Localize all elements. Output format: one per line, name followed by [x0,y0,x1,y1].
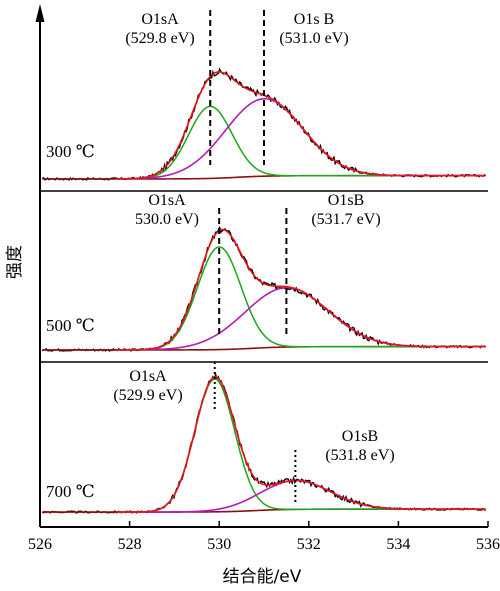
x-ticks: 526 528 530 532 534 536 [28,521,500,553]
fit-curve-1 [116,228,486,351]
peak-b-curve-0 [116,97,486,180]
fit-curve-0 [116,71,486,180]
peak-b-curve-2 [116,479,486,513]
peak-b-energy-500C: (531.7 eV) [311,211,380,228]
x-tick-label-528: 528 [118,536,142,553]
panel-700C [41,362,486,514]
peak-a-name-300C: O1sA [141,11,179,28]
x-tick-label-526: 526 [28,536,52,553]
peak-b-name-300C: O1s B [294,11,334,28]
panel-300C [42,10,487,181]
peak-b-name-700C: O1sB [342,428,378,445]
peak-a-name-500C: O1sA [148,192,186,209]
peak-a-curve-0 [116,105,486,180]
experimental-curve-1 [41,225,487,352]
peak-a-energy-700C: (529.9 eV) [113,387,182,404]
peak-b-energy-700C: (531.8 eV) [325,447,394,464]
panel-label-300C: 300 ℃ [46,142,95,161]
peak-b-name-500C: O1sB [328,192,364,209]
peak-a-curve-1 [116,246,486,351]
x-tick-label-532: 532 [297,536,321,553]
y-axis-label: 强度 [5,245,25,279]
experimental-curve-2 [41,372,486,514]
x-tick-label-534: 534 [386,536,410,553]
peak-b-energy-300C: (531.0 eV) [279,30,348,47]
panel-500C [41,208,487,352]
fit-curve-2 [116,376,486,513]
peak-a-energy-300C: (529.8 eV) [125,30,194,47]
x-axis-label: 结合能/eV [223,567,302,587]
y-axis-arrow-icon [35,4,45,22]
x-tick-label-530: 530 [207,536,231,553]
peak-a-name-700C: O1sA [129,368,167,385]
x-tick-label-536: 536 [476,536,500,553]
peak-a-energy-500C: 530.0 eV) [135,211,199,228]
panel-label-500C: 500 ℃ [46,316,95,335]
panel-label-700C: 700 ℃ [46,482,95,501]
